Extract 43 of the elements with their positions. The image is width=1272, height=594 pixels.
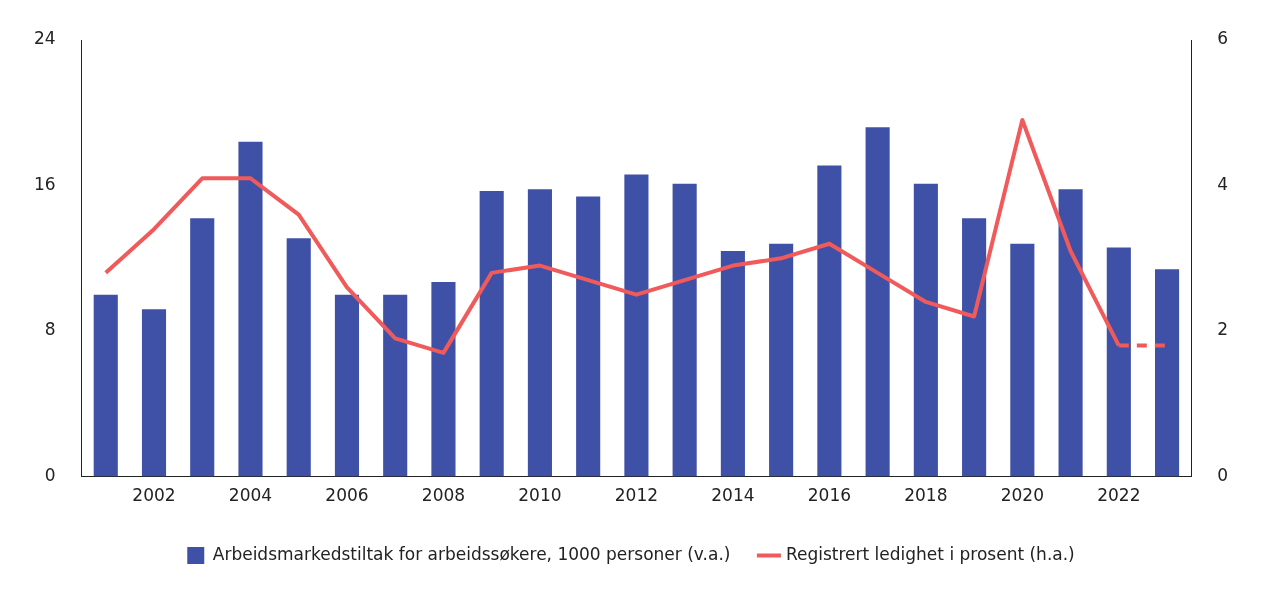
x-tick-label: 2014 bbox=[711, 485, 755, 506]
bar bbox=[720, 251, 745, 477]
x-tick-label: 2010 bbox=[518, 485, 562, 506]
x-tick-label: 2018 bbox=[904, 485, 948, 506]
bar bbox=[141, 309, 167, 477]
x-tick-label: 2002 bbox=[132, 485, 176, 506]
x-tick-label: 2020 bbox=[1000, 485, 1044, 506]
y-tick-label: 24 bbox=[33, 28, 56, 49]
bar bbox=[1058, 189, 1083, 477]
bar bbox=[93, 294, 118, 477]
x-tick-label: 2008 bbox=[421, 485, 466, 506]
bar bbox=[672, 183, 697, 477]
x-tick-label: 2012 bbox=[614, 485, 659, 506]
bar bbox=[527, 189, 552, 477]
bar bbox=[479, 190, 504, 477]
x-tick-label: 2016 bbox=[807, 485, 852, 506]
x-tick-label: 2004 bbox=[228, 485, 273, 506]
bar bbox=[962, 218, 987, 477]
y2-tick-label: 0 bbox=[1217, 465, 1229, 486]
bar bbox=[286, 238, 311, 477]
bar bbox=[769, 243, 794, 477]
bar bbox=[865, 127, 890, 477]
y-tick-label: 16 bbox=[33, 173, 56, 194]
x-tick-label: 2006 bbox=[325, 485, 369, 506]
bar bbox=[624, 174, 649, 477]
y2-tick-label: 2 bbox=[1217, 319, 1229, 340]
y-tick-label: 0 bbox=[44, 465, 56, 486]
bar bbox=[238, 141, 263, 477]
bar bbox=[913, 183, 938, 477]
legend-label: Registrert ledighet i prosent (h.a.) bbox=[785, 543, 1075, 564]
bar bbox=[1010, 243, 1035, 477]
bar bbox=[334, 294, 360, 477]
bar bbox=[817, 165, 842, 477]
bar bbox=[383, 294, 408, 477]
bar bbox=[1155, 269, 1180, 477]
y-tick-label: 8 bbox=[44, 319, 56, 340]
y2-tick-label: 4 bbox=[1217, 173, 1229, 194]
legend-label: Arbeidsmarkedstiltak for arbeidssøkere, 1000 personer (v.a.) bbox=[212, 543, 731, 564]
bar bbox=[431, 281, 456, 477]
bar bbox=[190, 218, 215, 477]
y2-tick-label: 6 bbox=[1217, 28, 1229, 49]
x-tick-label: 2022 bbox=[1097, 485, 1141, 506]
bar bbox=[576, 196, 601, 477]
